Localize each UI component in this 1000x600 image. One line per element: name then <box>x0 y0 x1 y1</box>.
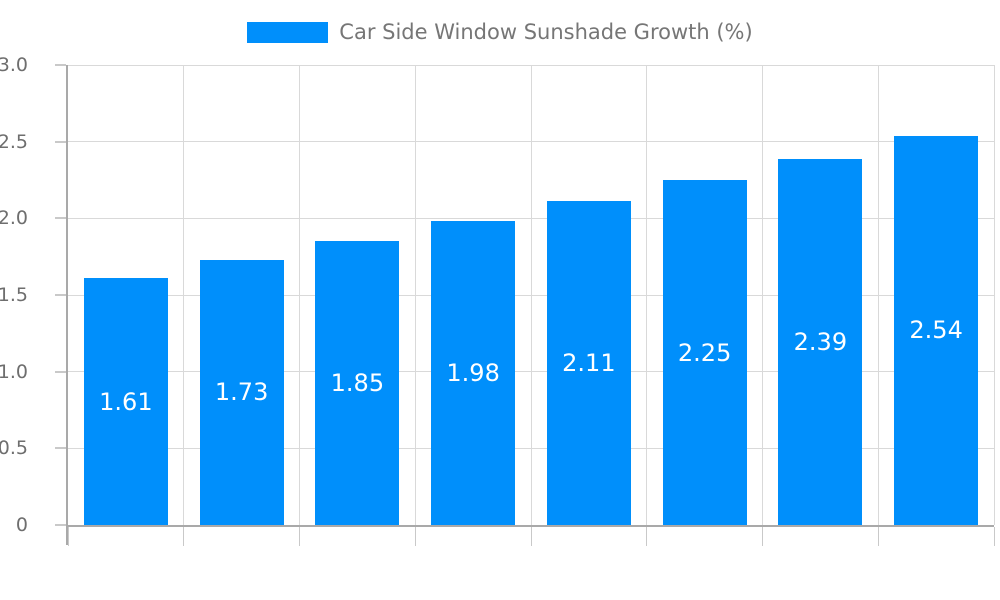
x-tick-mark <box>993 527 995 546</box>
y-tick-mark <box>55 447 66 450</box>
bar-value-label: 2.11 <box>562 349 616 378</box>
y-tick-mark <box>55 217 66 220</box>
y-axis-tick-label: 0 <box>15 514 28 536</box>
bar: 1.61 <box>83 278 168 525</box>
x-tick-mark <box>299 527 300 546</box>
y-axis-tick-label: 2.0 <box>0 207 28 230</box>
x-axis-line <box>66 525 994 527</box>
plot-area: 0 0.5 1.0 1.5 2.0 2.5 3.0 1.61 1.73 1.85 1.98 2.11 2… <box>0 55 995 600</box>
x-gridline <box>530 65 532 525</box>
x-axis-tick-label: 2032-2033 <box>836 596 948 600</box>
y-axis-tick-label: 1.0 <box>0 360 28 383</box>
x-axis-tick-label: 2030-2031 <box>604 596 716 600</box>
bar: 2.54 <box>894 135 979 525</box>
x-axis-tick-label: 2027-2028 <box>257 596 369 600</box>
bar: 1.85 <box>315 241 400 525</box>
x-axis-tick-label: 2031-2032 <box>720 596 832 600</box>
x-tick-mark <box>183 527 185 546</box>
x-gridline <box>299 65 300 525</box>
bar-value-label: 1.98 <box>446 359 500 388</box>
y-axis-tick-label: 1.5 <box>0 284 28 306</box>
x-tick-mark <box>877 527 879 546</box>
y-tick-mark <box>55 370 66 373</box>
legend[interactable]: Car Side Window Sunshade Growth (%) <box>0 20 1000 44</box>
bar: 2.39 <box>778 158 863 525</box>
y-axis-tick-label: 2.5 <box>0 130 28 153</box>
x-gridline <box>646 65 648 525</box>
x-tick-mark <box>67 527 69 546</box>
x-gridline <box>414 65 416 525</box>
y-tick-mark <box>55 140 66 143</box>
x-gridline <box>762 65 763 525</box>
x-tick-mark <box>414 527 416 546</box>
bar-value-label: 1.61 <box>99 387 153 416</box>
bar-value-label: 2.39 <box>793 327 848 356</box>
bar: 1.98 <box>431 221 516 525</box>
x-axis-tick-label: 2026-2027 <box>141 596 253 600</box>
y-tick-mark <box>55 64 66 66</box>
bar-value-label: 2.25 <box>677 338 732 367</box>
x-axis-tick-label: 2025-2026 <box>26 596 138 600</box>
y-axis-tick-label: 3.0 <box>0 54 28 76</box>
x-axis-tick-label: 2029-2030 <box>489 596 601 600</box>
legend-series-label: Car Side Window Sunshade Growth (%) <box>339 20 753 44</box>
bar: 2.25 <box>662 180 747 525</box>
bar-value-label: 2.54 <box>909 316 963 345</box>
x-tick-mark <box>530 527 532 546</box>
bar: 1.73 <box>199 259 284 525</box>
y-tick-mark <box>55 524 66 526</box>
x-gridline <box>993 65 995 525</box>
x-gridline <box>183 65 185 525</box>
y-axis-tick-label: 0.5 <box>0 437 28 460</box>
x-tick-mark <box>762 527 763 546</box>
x-axis-tick-label: 2028-2029 <box>373 596 485 600</box>
legend-swatch-icon <box>247 21 329 43</box>
x-gridline <box>877 65 879 525</box>
bar: 2.11 <box>546 201 631 525</box>
x-tick-mark <box>646 527 648 546</box>
y-tick-mark <box>55 294 66 296</box>
bar-value-label: 1.85 <box>330 369 385 398</box>
bar-value-label: 1.73 <box>214 378 269 407</box>
y-axis-line <box>66 65 68 545</box>
